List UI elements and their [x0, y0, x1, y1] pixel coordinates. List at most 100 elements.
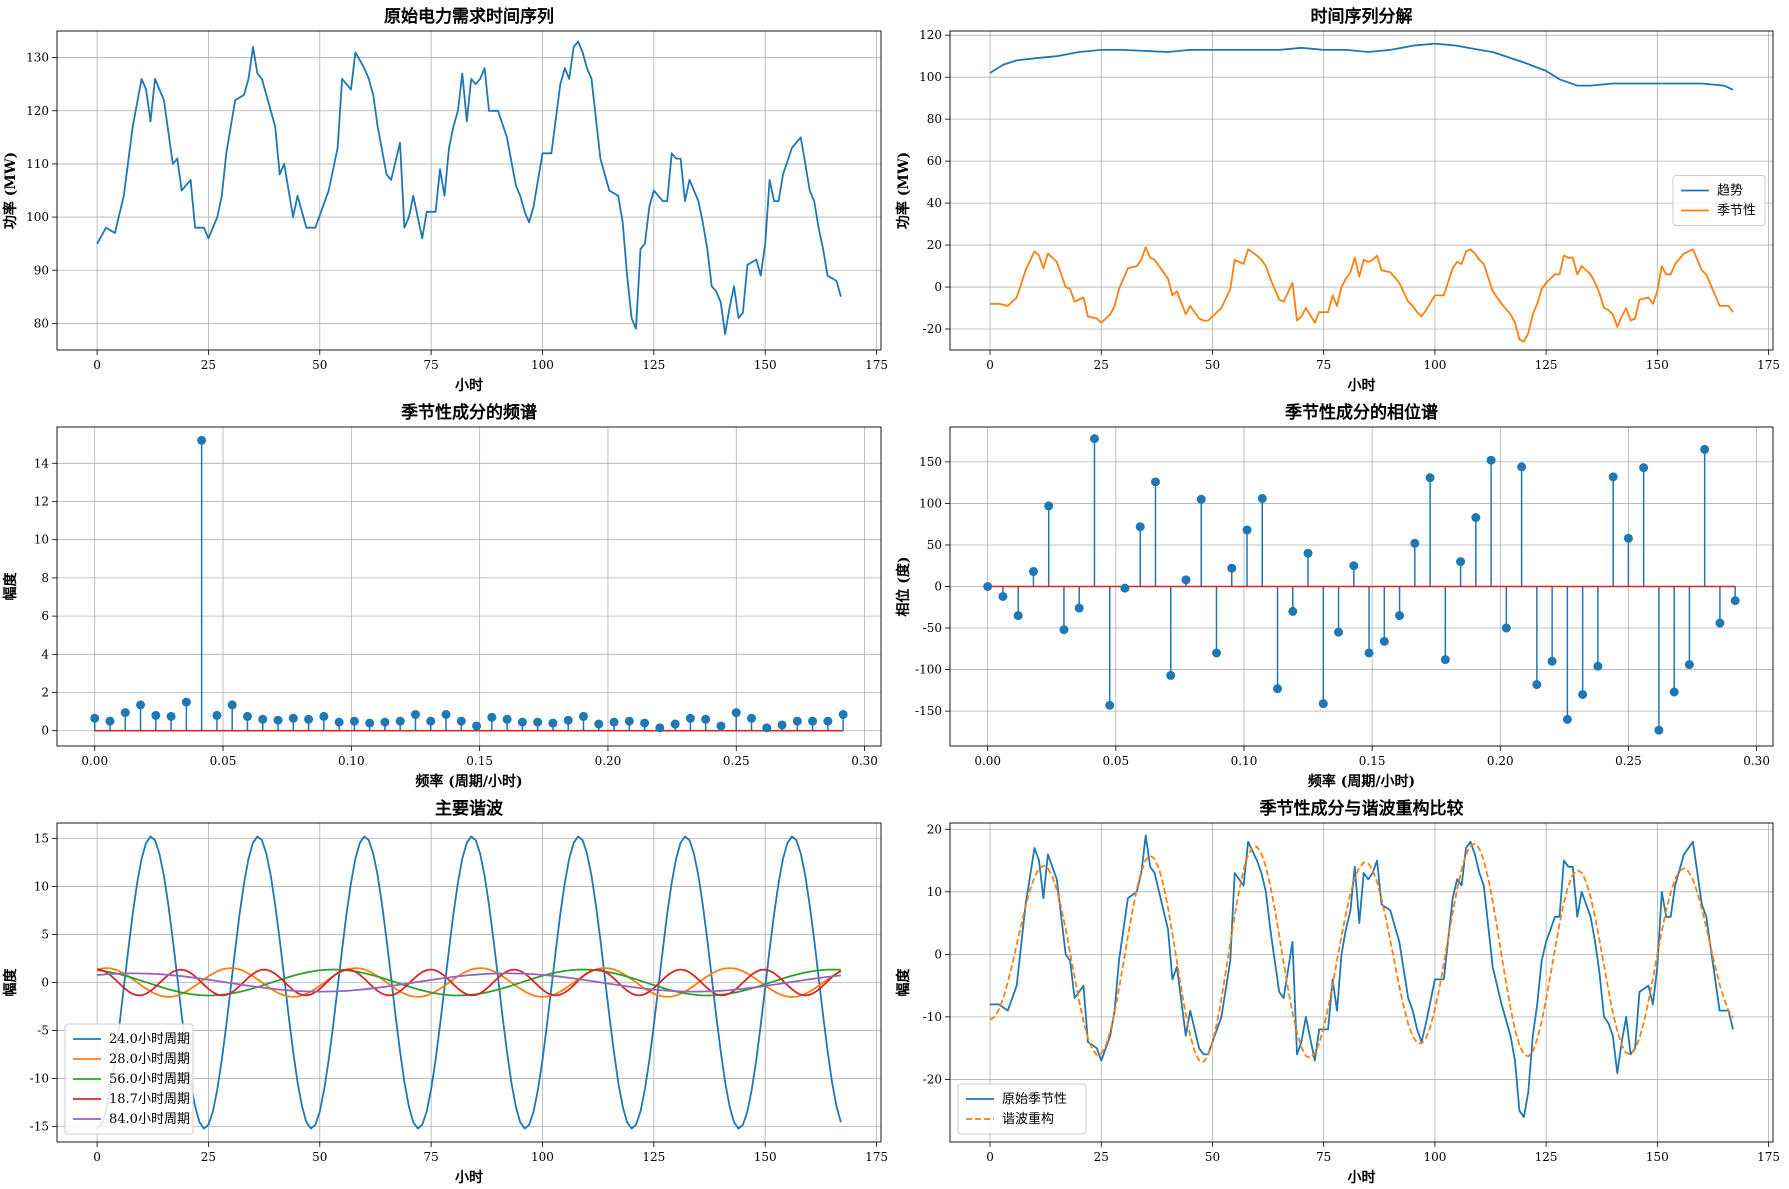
x-tick-label: 125: [642, 358, 665, 372]
gridlines: [950, 31, 1773, 350]
series-line-4: [96, 968, 842, 997]
y-tick-label: 120: [919, 28, 942, 42]
x-tick-label: 0.15: [466, 754, 493, 768]
series-line-1: [96, 40, 842, 336]
legend-box: [64, 1023, 194, 1135]
stem-marker: [1395, 611, 1405, 621]
y-tick-label: 120: [26, 104, 49, 118]
legend-label: 谐波重构: [1002, 1111, 1054, 1127]
axes-frame: [56, 426, 882, 747]
stem-marker: [472, 721, 482, 731]
stem-marker: [1166, 670, 1176, 680]
x-tick-label: 0.05: [1102, 754, 1129, 768]
y-tick-label: 150: [919, 455, 942, 469]
x-tick-label: 0.25: [723, 754, 750, 768]
y-tick-label: 10: [34, 533, 49, 547]
series-line-1: [989, 42, 1734, 91]
stem-marker: [777, 720, 787, 730]
axes-frame: [56, 30, 882, 351]
stem-marker: [410, 709, 420, 719]
y-tick-label: 20: [927, 238, 942, 252]
stem-marker: [1349, 561, 1359, 571]
stem-marker: [1288, 606, 1298, 616]
stem-marker: [273, 715, 283, 725]
stem-marker: [685, 713, 695, 723]
x-tick-label: 125: [1535, 1150, 1558, 1164]
x-tick-label: 0: [986, 1150, 994, 1164]
y-tick-label: -100: [915, 663, 942, 677]
chart-title: 原始电力需求时间序列: [384, 6, 554, 27]
x-tick-label: 100: [1423, 358, 1446, 372]
x-tick-label: 150: [1646, 1150, 1669, 1164]
y-tick-label: 0: [934, 280, 942, 294]
y-tick-label: -10: [30, 1072, 49, 1086]
stem-marker: [838, 709, 848, 719]
stem-marker: [1379, 636, 1389, 646]
y-tick-label: 0: [934, 580, 942, 594]
x-tick-label: 0.10: [1231, 754, 1258, 768]
stem-marker: [395, 716, 405, 726]
stem-marker: [1105, 700, 1115, 710]
x-axis-label: 频率 (周期/小时): [415, 773, 522, 790]
stem-marker: [594, 719, 604, 729]
stem-marker: [1654, 725, 1664, 735]
y-tick-label: 12: [34, 494, 49, 508]
y-tick-label: 8: [41, 571, 49, 585]
x-tick-label: 150: [1646, 358, 1669, 372]
tick-labels: 0 25 50 75 100 125 150 175 80 90 100 110 120 130: [26, 51, 888, 372]
y-tick-label: 0: [41, 724, 49, 738]
stem-marker: [456, 716, 466, 726]
legend-box: [957, 1083, 1087, 1135]
stem-marker: [548, 718, 558, 728]
x-tick-label: 175: [1757, 1150, 1780, 1164]
x-tick-label: 0: [986, 358, 994, 372]
y-axis-label: 功率 (MW): [895, 152, 912, 229]
legend-label: 84.0小时周期: [109, 1112, 190, 1127]
y-tick-label: 0: [934, 947, 942, 961]
x-tick-label: 75: [423, 1150, 438, 1164]
stem-marker: [380, 717, 390, 727]
stem-marker: [1639, 463, 1649, 473]
y-tick-label: 15: [34, 831, 49, 845]
tick-labels: 0.00 0.05 0.10 0.15 0.20 0.25 0.30 -150 -100 -50 0…: [915, 455, 1770, 768]
stem-marker: [747, 713, 757, 723]
y-tick-label: -50: [923, 621, 942, 635]
stem-marker: [1135, 522, 1145, 532]
y-tick-label: 80: [927, 112, 942, 126]
y-tick-label: -5: [37, 1024, 49, 1038]
axes-frame: [949, 426, 1774, 747]
stem-marker: [716, 721, 726, 731]
y-tick-label: 14: [34, 456, 50, 470]
gridlines: [57, 427, 881, 746]
subplot-6: 0 25 50 75 100 125 150 175 -20 -10 0 10 20 季节性成分与谐波重构…: [895, 798, 1780, 1186]
stem-marker: [1318, 699, 1328, 709]
stem-marker: [1532, 680, 1542, 690]
y-tick-label: 2: [41, 686, 49, 700]
series-line-2: [96, 967, 842, 998]
x-tick-label: 0: [93, 1150, 101, 1164]
stem-marker: [288, 713, 298, 723]
stem-marker: [517, 717, 527, 727]
stem-marker: [1562, 714, 1572, 724]
gridlines: [57, 823, 881, 1142]
stem-marker: [1242, 525, 1252, 535]
stem-marker: [1227, 563, 1237, 573]
gridlines: [950, 427, 1773, 746]
stem-marker: [365, 718, 375, 728]
stem-marker: [1547, 656, 1557, 666]
stem-marker: [1669, 687, 1679, 697]
stem-marker: [1196, 494, 1206, 504]
stem-marker: [502, 714, 512, 724]
stem-marker: [762, 723, 772, 733]
stem-marker: [640, 718, 650, 728]
stem-marker: [319, 711, 329, 721]
stem-marker: [1684, 660, 1694, 670]
stem-marker: [563, 715, 573, 725]
y-tick-label: 10: [34, 879, 49, 893]
stem-marker: [136, 700, 146, 710]
stem-marker: [609, 717, 619, 727]
stem-marker: [1334, 627, 1344, 637]
y-tick-label: -10: [923, 1010, 942, 1024]
